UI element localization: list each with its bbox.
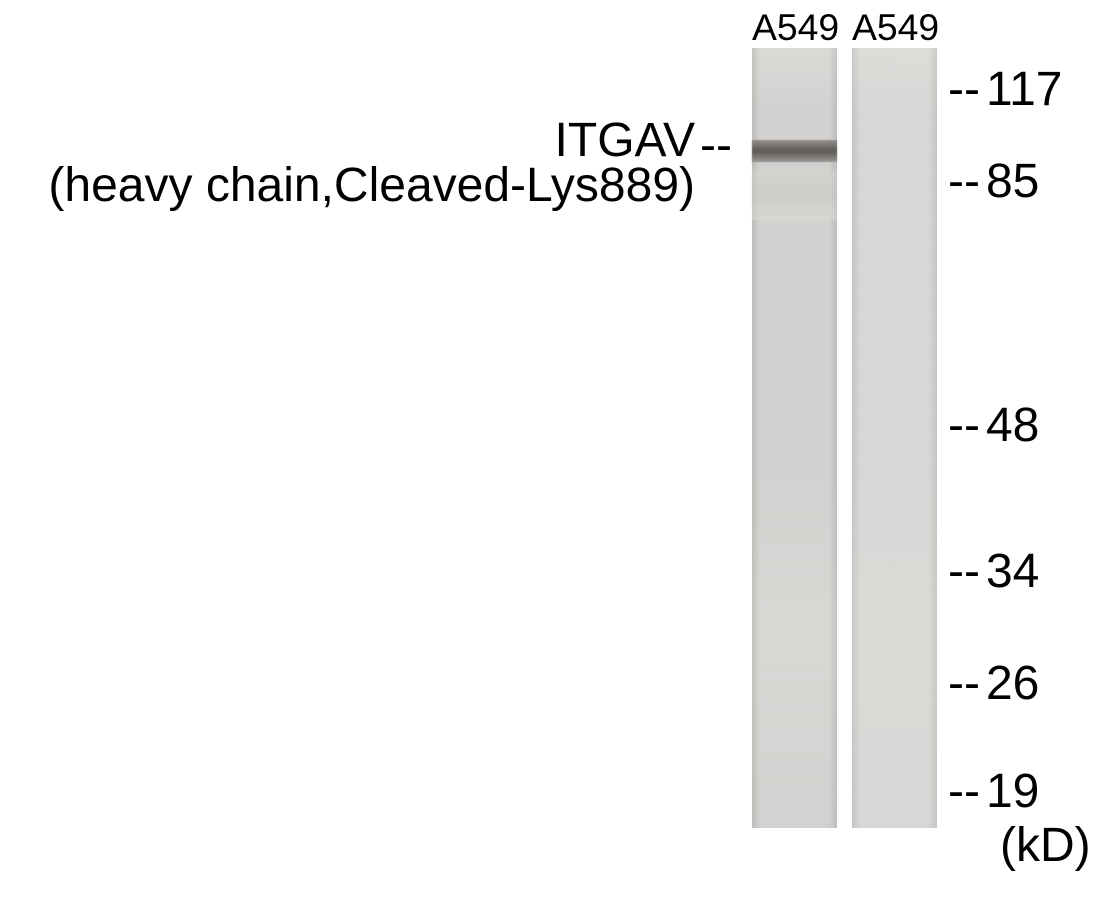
mw-marker-value: 19 xyxy=(986,764,1039,819)
lane-texture xyxy=(752,48,837,828)
blot-lane xyxy=(752,48,837,828)
lane-texture xyxy=(852,48,937,828)
mw-marker-dash: -- xyxy=(948,656,980,711)
mw-marker: --26 xyxy=(948,656,1039,711)
mw-marker-value: 117 xyxy=(986,62,1063,117)
mw-marker-value: 85 xyxy=(986,154,1039,209)
mw-marker-dash: -- xyxy=(948,154,980,209)
lane-label: A549 xyxy=(852,6,937,49)
lane-label: A549 xyxy=(752,6,837,49)
mw-marker-dash: -- xyxy=(948,62,980,117)
mw-marker-value: 26 xyxy=(986,656,1039,711)
mw-marker: --117 xyxy=(948,62,1063,117)
blot-lane xyxy=(852,48,937,828)
mw-marker: --34 xyxy=(948,544,1039,599)
mw-marker-value: 48 xyxy=(986,398,1039,453)
mw-unit-label: (kD) xyxy=(1000,818,1091,873)
protein-label-dash: -- xyxy=(700,118,732,173)
mw-marker-dash: -- xyxy=(948,544,980,599)
protein-band xyxy=(752,170,837,220)
mw-marker-value: 34 xyxy=(986,544,1039,599)
mw-marker-dash: -- xyxy=(948,764,980,819)
mw-marker-dash: -- xyxy=(948,398,980,453)
mw-marker: --48 xyxy=(948,398,1039,453)
protein-band xyxy=(752,140,837,162)
protein-name-line2: (heavy chain,Cleaved-Lys889) xyxy=(0,161,695,211)
blot-figure: ITGAV (heavy chain,Cleaved-Lys889) -- A5… xyxy=(0,0,1120,899)
mw-marker: --19 xyxy=(948,764,1039,819)
mw-marker: --85 xyxy=(948,154,1039,209)
